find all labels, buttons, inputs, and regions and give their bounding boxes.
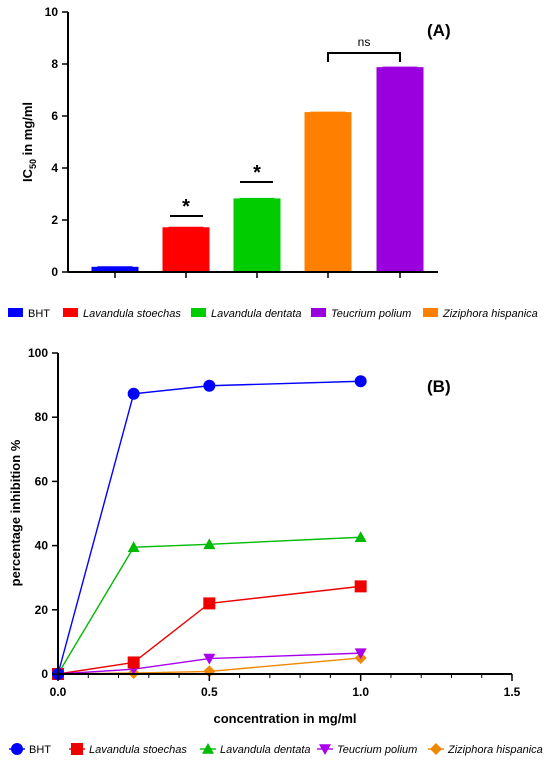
bar bbox=[304, 112, 352, 272]
y-tick-label: 100 bbox=[28, 346, 48, 360]
legend-swatch bbox=[311, 308, 326, 317]
data-point bbox=[354, 375, 367, 388]
y-axis-label: IC50 in mg/ml bbox=[20, 102, 38, 182]
legend-label: Lavandula dentata bbox=[211, 308, 302, 320]
legend-label: Teucrium polium bbox=[331, 308, 411, 320]
series-line bbox=[57, 652, 361, 675]
significance-ns: ns bbox=[358, 35, 371, 49]
legend-label: Ziziphora hispanica bbox=[447, 744, 543, 756]
data-point bbox=[203, 653, 216, 665]
series-line bbox=[57, 536, 361, 675]
y-tick-label: 2 bbox=[51, 213, 58, 227]
bar bbox=[162, 227, 210, 272]
y-axis-label-rest: in mg/ml bbox=[20, 102, 35, 159]
y-tick-label: 0 bbox=[51, 265, 58, 279]
y-axis-label: percentage inhibition % bbox=[8, 439, 23, 586]
significance-bracket bbox=[327, 52, 401, 62]
x-tick-label: 1.0 bbox=[352, 685, 369, 699]
data-point bbox=[127, 656, 140, 669]
y-axis-label-sub: 50 bbox=[28, 159, 38, 169]
legend-swatch bbox=[63, 308, 78, 317]
y-tick-label: 8 bbox=[51, 57, 58, 71]
legend-marker bbox=[11, 743, 23, 755]
legend-swatch bbox=[191, 308, 206, 317]
y-tick-label: 10 bbox=[45, 5, 59, 19]
legend-panel-a: BHT Lavandula stoechas Lavandula dentata Te… bbox=[8, 308, 538, 320]
series-line bbox=[57, 585, 361, 675]
panel-label: (B) bbox=[427, 377, 451, 396]
data-point bbox=[354, 531, 367, 543]
legend-marker bbox=[202, 743, 214, 754]
panel-label: (A) bbox=[427, 21, 451, 40]
series-line bbox=[57, 380, 361, 675]
data-point bbox=[354, 648, 367, 660]
y-tick-label: 80 bbox=[35, 410, 49, 424]
y-tick-label: 0 bbox=[41, 667, 48, 681]
significance-star: * bbox=[253, 162, 261, 184]
bar bbox=[376, 67, 424, 273]
legend-panel-b: BHT Lavandula stoechas Lavandula dentata Te… bbox=[9, 743, 543, 756]
legend-label: Teucrium polium bbox=[337, 744, 417, 756]
y-tick-label: 40 bbox=[35, 539, 49, 553]
legend-label: Ziziphora hispanica bbox=[442, 308, 538, 320]
x-axis-label: concentration in mg/ml bbox=[213, 711, 356, 726]
legend-label: Lavandula dentata bbox=[220, 744, 311, 756]
data-point bbox=[127, 387, 140, 400]
x-tick-label: 0.5 bbox=[201, 685, 218, 699]
legend-swatch bbox=[8, 308, 23, 317]
bar bbox=[233, 198, 281, 272]
legend-label: Lavandula stoechas bbox=[89, 744, 187, 756]
bar-chart-panel-a: 0 2 4 6 8 10 IC50 in mg/ml * * ns (A) bbox=[20, 5, 451, 279]
data-point bbox=[203, 538, 216, 550]
legend-marker bbox=[430, 743, 442, 755]
y-tick-label: 60 bbox=[35, 474, 49, 488]
data-point bbox=[203, 597, 216, 610]
y-tick-label: 4 bbox=[51, 161, 58, 175]
legend-marker bbox=[71, 743, 83, 755]
data-point bbox=[203, 379, 216, 392]
legend-label: Lavandula stoechas bbox=[83, 308, 181, 320]
significance-star: * bbox=[182, 196, 190, 218]
bar bbox=[91, 266, 139, 272]
y-tick-label: 20 bbox=[35, 603, 49, 617]
x-tick-label: 0.0 bbox=[50, 685, 67, 699]
legend-label: BHT bbox=[29, 744, 51, 756]
data-point bbox=[127, 541, 140, 553]
line-chart-panel-b: 0 20 40 60 80 100 0.0 0.5 1.0 1.5 concentration in… bbox=[8, 346, 521, 726]
y-axis-label-main: IC bbox=[20, 168, 35, 182]
legend-marker bbox=[319, 744, 331, 755]
data-point bbox=[354, 580, 367, 593]
y-tick-label: 6 bbox=[51, 109, 58, 123]
x-tick-label: 1.5 bbox=[504, 685, 521, 699]
legend-swatch bbox=[423, 308, 438, 317]
legend-label: BHT bbox=[28, 308, 50, 320]
